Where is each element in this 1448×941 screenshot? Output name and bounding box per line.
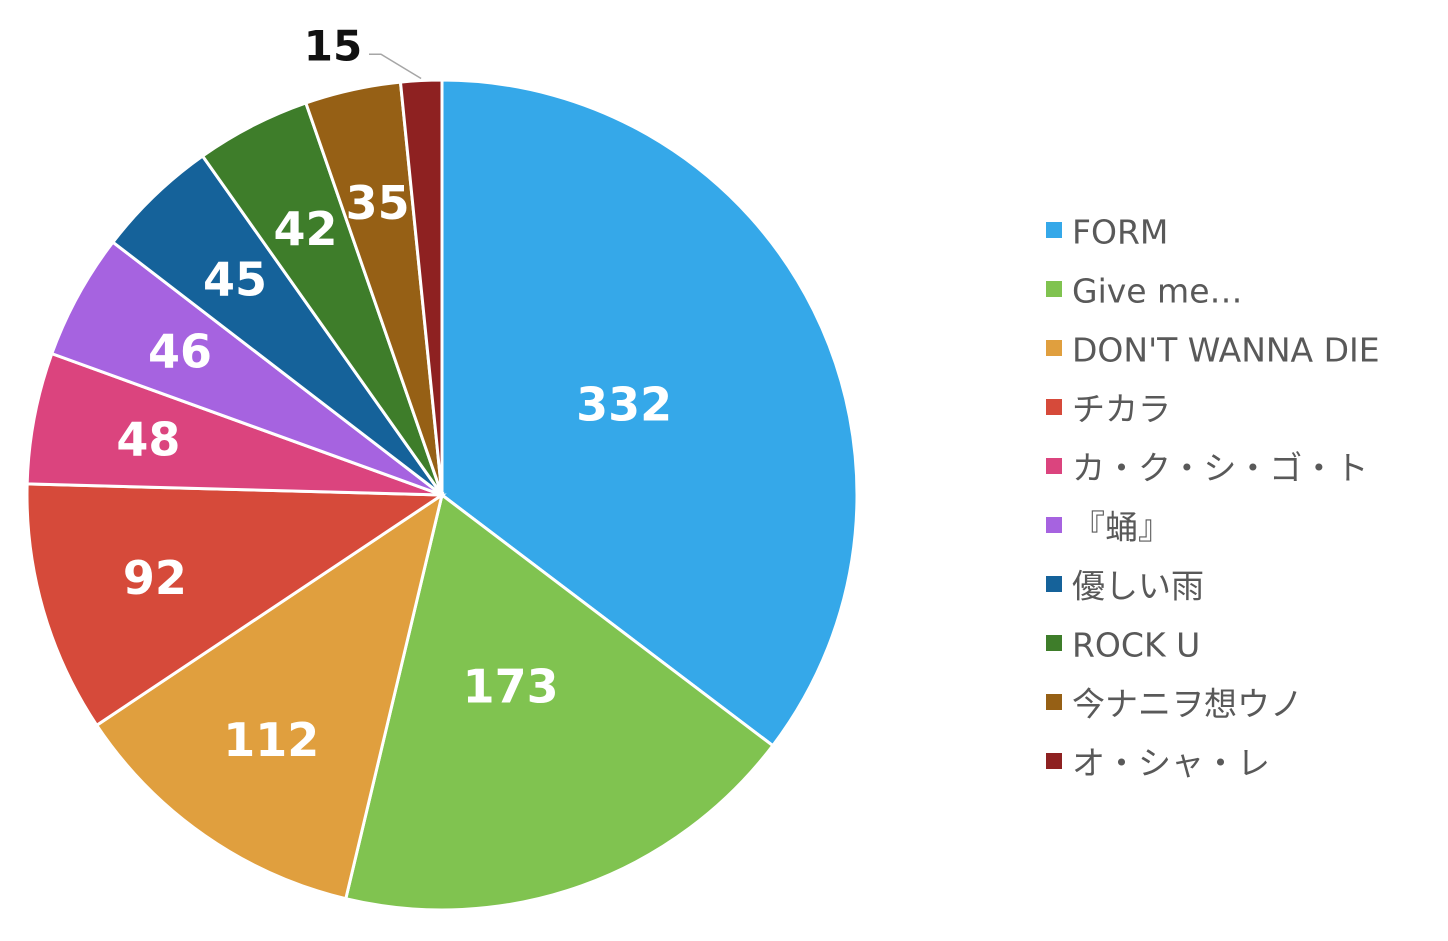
legend-swatch [1046,753,1062,769]
pie-slice [94,491,445,901]
legend-swatch [1046,340,1062,356]
legend-swatch [1046,399,1062,415]
legend-label: FORM [1072,213,1168,252]
slice-leader-line [369,53,422,80]
pie-slices [25,78,859,912]
legend-label: カ・ク・シ・ゴ・ト [1072,449,1368,488]
pie-slice [398,78,444,496]
legend-swatch [1046,576,1062,592]
legend-swatch [1046,222,1062,238]
legend-label: 『蛹』 [1072,508,1171,547]
legend-item: オ・シャ・レ [1046,744,1270,783]
legend-item: 『蛹』 [1046,508,1171,547]
legend-item: Give me… [1046,272,1243,311]
slice-value-label: 42 [273,202,337,256]
legend-swatch [1046,458,1062,474]
slice-value-label: 15 [304,22,362,71]
slice-value-label: 46 [148,324,212,378]
pie-slice [25,482,447,728]
legend-label: Give me… [1072,272,1243,311]
slice-value-label: 45 [203,253,267,307]
slice-value-label: 35 [346,176,410,230]
slice-value-label: 48 [116,412,180,466]
legend-item: FORM [1046,213,1168,252]
legend-swatch [1046,517,1062,533]
legend-label: ROCK U [1072,626,1200,665]
legend-swatch [1046,635,1062,651]
slice-value-label: 332 [576,378,672,432]
legend-item: 今ナニヲ想ウノ [1046,685,1303,724]
legend-swatch [1046,694,1062,710]
legend: FORM Give me… DON'T WANNA DIE チカラカ・ク・シ・ゴ・ト『… [1046,213,1380,783]
legend-swatch [1046,281,1062,297]
slice-value-label: 173 [463,659,559,713]
legend-item: ROCK U [1046,626,1200,665]
slice-value-label: 112 [223,713,319,767]
slice-value-label: 92 [123,551,187,605]
legend-label: チカラ [1072,390,1171,429]
pie-slice [343,492,775,912]
legend-item: DON'T WANNA DIE [1046,331,1380,370]
legend-label: 優しい雨 [1072,567,1204,606]
legend-label: DON'T WANNA DIE [1072,331,1380,370]
legend-item: カ・ク・シ・ゴ・ト [1046,449,1368,488]
legend-item: 優しい雨 [1046,567,1204,606]
legend-item: チカラ [1046,390,1171,429]
legend-label: オ・シャ・レ [1072,744,1270,783]
pie-slice [440,78,859,748]
legend-label: 今ナニヲ想ウノ [1072,685,1303,724]
